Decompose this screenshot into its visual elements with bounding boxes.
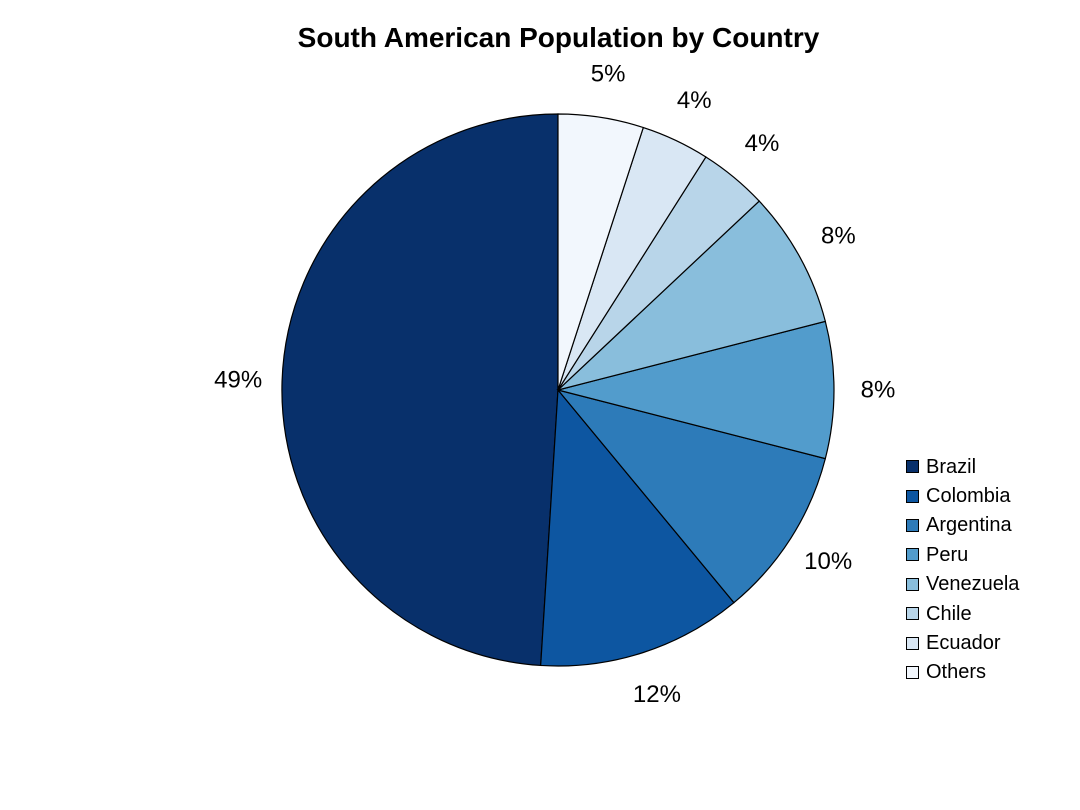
legend-swatch <box>906 636 919 650</box>
legend-swatch <box>906 577 919 591</box>
legend-label: Colombia <box>926 485 1011 508</box>
legend-item-colombia: Colombia <box>906 481 1019 510</box>
slice-label-colombia: 12% <box>633 681 681 708</box>
legend-item-argentina: Argentina <box>906 511 1019 540</box>
legend-item-peru: Peru <box>906 540 1019 569</box>
legend-swatch <box>906 665 919 679</box>
legend-label: Chile <box>926 602 972 625</box>
legend-item-venezuela: Venezuela <box>906 570 1019 599</box>
pie-slice-colombia <box>540 388 735 667</box>
pie-slice-peru <box>557 320 835 460</box>
legend-label: Venezuela <box>926 573 1020 596</box>
legend-swatch <box>906 607 919 621</box>
slice-label-others: 5% <box>591 60 626 87</box>
pie-slice-others <box>557 113 645 391</box>
chart-title: South American Population by Country <box>297 22 820 53</box>
legend-swatch <box>906 489 919 503</box>
legend-label: Peru <box>926 543 969 566</box>
legend-label: Brazil <box>926 455 977 478</box>
legend-swatch <box>906 518 919 532</box>
legend-item-chile: Chile <box>906 599 1019 628</box>
legend: Brazil Colombia Argentina Peru Venezuela Chil… <box>906 452 1019 687</box>
legend-item-others: Others <box>906 658 1019 687</box>
legend-label: Argentina <box>926 514 1012 537</box>
slice-label-venezuela: 8% <box>821 222 856 249</box>
legend-swatch <box>906 460 919 474</box>
pie-slice-argentina <box>556 388 827 604</box>
legend-label: Ecuador <box>926 632 1001 655</box>
legend-swatch <box>906 548 919 562</box>
slice-label-argentina: 10% <box>804 548 852 575</box>
slice-label-ecuador: 4% <box>677 87 712 114</box>
legend-label: Others <box>926 661 987 684</box>
legend-item-brazil: Brazil <box>906 452 1019 481</box>
slice-label-brazil: 49% <box>214 366 262 393</box>
pie-slice-brazil <box>281 113 559 667</box>
legend-item-ecuador: Ecuador <box>906 628 1019 657</box>
slice-label-chile: 4% <box>745 130 780 157</box>
pie-slice-venezuela <box>557 200 827 391</box>
slice-label-peru: 8% <box>861 377 896 404</box>
